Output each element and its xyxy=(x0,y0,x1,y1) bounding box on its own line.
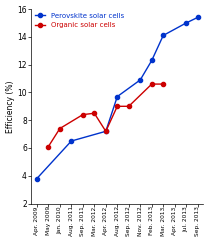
Organic solar cells xyxy=(116,105,119,108)
Perovskite solar cells xyxy=(139,78,141,81)
Line: Organic solar cells: Organic solar cells xyxy=(46,82,165,149)
Perovskite solar cells xyxy=(70,140,73,143)
Perovskite solar cells xyxy=(185,22,187,24)
Perovskite solar cells xyxy=(162,34,164,37)
Organic solar cells xyxy=(104,130,107,133)
Organic solar cells xyxy=(162,83,164,85)
Organic solar cells xyxy=(93,112,96,115)
Organic solar cells xyxy=(59,127,61,130)
Perovskite solar cells xyxy=(196,16,199,19)
Legend: Perovskite solar cells, Organic solar cells: Perovskite solar cells, Organic solar ce… xyxy=(33,10,126,30)
Organic solar cells xyxy=(127,105,130,108)
Organic solar cells xyxy=(150,83,153,85)
Perovskite solar cells xyxy=(104,130,107,133)
Organic solar cells xyxy=(82,113,84,116)
Line: Perovskite solar cells: Perovskite solar cells xyxy=(35,15,200,181)
Y-axis label: Efficiency (%): Efficiency (%) xyxy=(6,80,15,133)
Organic solar cells xyxy=(47,145,50,148)
Perovskite solar cells xyxy=(116,95,119,98)
Perovskite solar cells xyxy=(150,59,153,62)
Perovskite solar cells xyxy=(36,177,38,180)
